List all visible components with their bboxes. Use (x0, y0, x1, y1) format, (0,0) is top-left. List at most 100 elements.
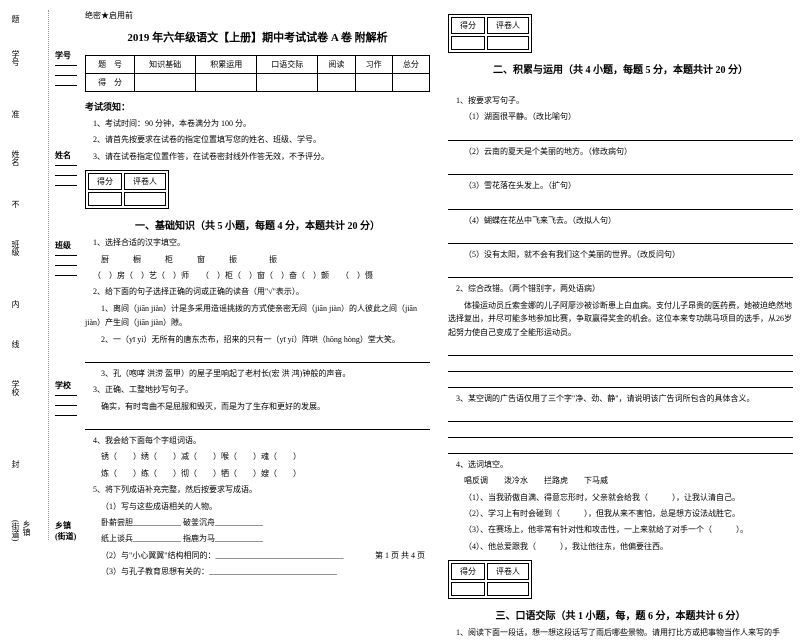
p1-l2: （2）云南的夏天是个美丽的地方。（修改病句） (448, 145, 793, 159)
q2-l2: 2、一（yī yí）无所有的唐东杰布，招来的只有一（yī yí）阵哄（hōng … (85, 333, 430, 347)
th-4: 阅读 (318, 56, 355, 74)
left-column: 绝密★启用前 2019 年六年级语文【上册】期中考试试卷 A 卷 附解析 题 号… (85, 10, 430, 643)
q5-l1: （1）写与这些成语相关的人物。 (85, 500, 430, 514)
p4-l3: （3）、在赛场上，他非常有针对性和攻击性，一上来就给了对手一个（ ）。 (448, 523, 793, 537)
th-3: 口语交际 (257, 56, 318, 74)
answer-line[interactable] (448, 232, 793, 244)
q4-stem: 4、我会给下面每个字组词语。 (85, 434, 430, 448)
q2-stem: 2、给下面的句子选择正确的词或正确的读音（用"√"表示）。 (85, 285, 430, 299)
sb-c2: 评卷人 (487, 17, 529, 34)
hline (55, 415, 77, 416)
th-1: 知识基础 (135, 56, 196, 74)
bind-label-xian: 线 (10, 340, 21, 348)
td-blank[interactable] (196, 74, 257, 92)
binding-column: 乡镇(街道) 封 学校 线 内 班级 不 姓名 准 学号 题 学号 姓名 班级 … (0, 0, 80, 545)
answer-line[interactable] (85, 351, 430, 363)
q5-l3: 纸上谈兵____________ 指鹿为马____________ (85, 532, 430, 546)
score-value-row: 得 分 (86, 74, 430, 92)
p4-opts: 唱反调 泼冷水 拦路虎 下马威 (448, 474, 793, 488)
td-blank[interactable] (318, 74, 355, 92)
q5-l5: （3）与孔子教育思想有关的：__________________________… (85, 565, 430, 579)
hline (55, 85, 77, 86)
side-num: 学号 (55, 50, 71, 61)
p2-text: 体操运动员丘索金娜的儿子阿廖沙被诊断患上白血病。支付儿子昂贵的医药费，她被迫绝然… (448, 299, 793, 340)
notice-2: 2、请首先按要求在试卷的指定位置填写您的姓名、班级、学号。 (85, 133, 430, 147)
q5-stem: 5、将下列成语补充完整，然后按要求写成语。 (85, 483, 430, 497)
section-1-title: 一、基础知识（共 5 小题，每题 4 分，本题共计 20 分） (85, 217, 430, 232)
bind-label-name: 姓名 (10, 150, 21, 166)
hline (55, 65, 77, 66)
bind-label-town: 乡镇(街道) (10, 520, 32, 545)
answer-line[interactable] (448, 410, 793, 422)
p1-l4: （4）蝴蝶在花丛中飞来飞去。（改拟人句） (448, 214, 793, 228)
p1-l1: （1）湖面很平静。（改比喻句） (448, 110, 793, 124)
score-table: 题 号 知识基础 积累运用 口语交际 阅读 习作 总分 得 分 (85, 55, 430, 92)
bind-label-class: 班级 (10, 240, 21, 256)
sb-c1: 得分 (451, 563, 485, 580)
section-2-title: 二、积累与运用（共 4 小题，每题 5 分，本题共计 20 分） (448, 61, 793, 76)
p2-stem: 2、综合改错。（两个错别字，两处语病） (448, 282, 793, 296)
answer-line[interactable] (448, 129, 793, 141)
hline (55, 395, 77, 396)
sb-blank[interactable] (451, 36, 485, 50)
td-blank[interactable] (392, 74, 429, 92)
q1-l2: （ ）房（ ）艺（ ）师 （ ）柜（ ）窗（ ）奋（ ）颤 （ ）慑 (85, 269, 430, 283)
q4-l2: 炼（ ）练（ ）彻（ ）牺（ ）嫂（ ） (85, 467, 430, 481)
q4-l1: 锈（ ）绣（ ）减（ ）喉（ ）魂（ ） (85, 450, 430, 464)
bind-label-ti: 题 (10, 15, 21, 23)
q1-l1: 厨 橱 柜 窗 振 振 (85, 253, 430, 267)
bind-label-zhun: 准 (10, 110, 21, 118)
scorebox-3: 得分评卷人 (448, 560, 532, 599)
answer-line[interactable] (448, 344, 793, 356)
bind-label-school: 学校 (10, 380, 21, 396)
score-header-row: 题 号 知识基础 积累运用 口语交际 阅读 习作 总分 (86, 56, 430, 74)
bind-label-feng: 封 (10, 460, 21, 468)
sb-blank[interactable] (88, 192, 122, 206)
q2-l1: 1、离间（jiān jiàn）计是多采用造谣挑拨的方式使亲密无间（jiān ji… (85, 302, 430, 331)
answer-line[interactable] (448, 376, 793, 388)
hline (55, 405, 77, 406)
answer-line[interactable] (448, 442, 793, 454)
bind-label-num: 学号 (10, 50, 21, 66)
th-2: 积累运用 (196, 56, 257, 74)
side-school: 学校 (55, 380, 71, 391)
scorebox-2: 得分评卷人 (448, 14, 532, 53)
secret-label: 绝密★启用前 (85, 10, 430, 21)
p1-l3: （3）雪花落在头发上。（扩句） (448, 179, 793, 193)
sb-blank[interactable] (487, 582, 529, 596)
hline (55, 255, 77, 256)
notice-title: 考试须知： (85, 100, 430, 113)
td-blank[interactable] (135, 74, 196, 92)
main-content: 绝密★启用前 2019 年六年级语文【上册】期中考试试卷 A 卷 附解析 题 号… (85, 10, 795, 643)
hline (55, 175, 77, 176)
hline (55, 185, 77, 186)
notice-1: 1、考试时间：90 分钟，本卷满分为 100 分。 (85, 117, 430, 131)
answer-line[interactable] (85, 418, 430, 430)
td-blank[interactable] (355, 74, 392, 92)
sb-c2: 评卷人 (487, 563, 529, 580)
p1-l5: （5）没有太阳，就不会有我们这个美丽的世界。（改反问句） (448, 248, 793, 262)
sb-blank[interactable] (487, 36, 529, 50)
td-label: 得 分 (86, 74, 135, 92)
p4-l1: （1）、当我骄傲自满、得意忘形时，父亲就会给我（ ），让我认清自己。 (448, 491, 793, 505)
p1-stem: 1、按要求写句子。 (448, 94, 793, 108)
answer-line[interactable] (448, 266, 793, 278)
answer-line[interactable] (448, 163, 793, 175)
bind-label-bu: 不 (10, 200, 21, 208)
hline (55, 275, 77, 276)
td-blank[interactable] (257, 74, 318, 92)
sb-blank[interactable] (451, 582, 485, 596)
p3-stem: 3、某空调的广告语仅用了三个字"净、劲、静"，请说明该广告词所包含的具体含义。 (448, 392, 793, 406)
page-footer: 第 1 页 共 4 页 (0, 550, 800, 561)
answer-line[interactable] (448, 360, 793, 372)
scorebox-1: 得分评卷人 (85, 170, 169, 209)
q1-stem: 1、选择合适的汉字填空。 (85, 236, 430, 250)
answer-line[interactable] (448, 198, 793, 210)
side-town: 乡镇(街道) (55, 520, 80, 542)
p4-l2: （2）、学习上有时会碰到（ ），但我从来不害怕，总是想方设法战胜它。 (448, 507, 793, 521)
q2-l3: 3、孔（咆哮 洪涝 盔甲）的屋子里响起了老村长(宏 洪 鸿)钟般的声音。 (85, 367, 430, 381)
sb-blank[interactable] (124, 192, 166, 206)
answer-line[interactable] (448, 426, 793, 438)
hline (55, 165, 77, 166)
sb-c1: 得分 (451, 17, 485, 34)
